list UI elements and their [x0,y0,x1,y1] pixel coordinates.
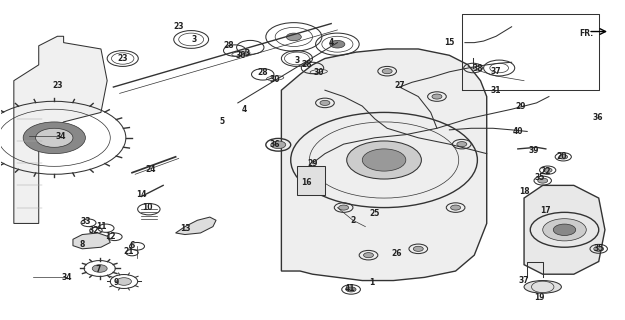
Text: 12: 12 [105,232,116,241]
Text: 29: 29 [308,159,318,168]
Circle shape [543,168,552,172]
Text: 28: 28 [301,60,312,69]
Text: 33: 33 [80,217,91,226]
Text: 41: 41 [344,284,355,293]
Text: 9: 9 [114,278,119,287]
Circle shape [339,205,349,210]
Polygon shape [524,185,605,274]
Circle shape [23,122,86,154]
Text: 5: 5 [220,117,225,126]
Text: 23: 23 [52,81,62,90]
Text: 38: 38 [472,63,482,73]
Text: 36: 36 [270,140,281,148]
Circle shape [320,100,330,105]
Circle shape [116,278,131,285]
Text: 30: 30 [314,68,324,77]
Text: FR.: FR. [579,28,593,38]
Text: 26: 26 [391,249,402,258]
Circle shape [432,94,442,99]
Text: 30: 30 [270,75,281,84]
Text: 29: 29 [516,101,526,111]
Ellipse shape [524,281,561,293]
Text: 35: 35 [534,173,545,182]
Circle shape [413,246,423,252]
Text: 31: 31 [491,86,501,95]
Text: 17: 17 [541,206,551,215]
Circle shape [347,141,421,179]
Text: 23: 23 [118,54,128,63]
Text: 37: 37 [491,67,501,76]
Text: 24: 24 [146,165,156,174]
Text: 4: 4 [241,105,247,114]
Text: 36: 36 [592,113,602,122]
Text: 3: 3 [192,35,197,44]
Text: 7: 7 [95,265,101,274]
Circle shape [542,219,586,241]
Text: 32: 32 [88,226,99,235]
Bar [297,166,325,195]
Circle shape [36,128,73,147]
Text: 40: 40 [512,127,523,136]
Polygon shape [176,217,216,235]
Text: 22: 22 [541,167,551,176]
Circle shape [559,155,568,159]
Circle shape [271,141,286,148]
Text: 15: 15 [444,38,454,47]
Text: 30: 30 [236,51,246,60]
Text: 11: 11 [96,222,106,231]
Text: 28: 28 [223,41,234,50]
Text: 20: 20 [556,152,567,161]
Text: 19: 19 [534,293,545,302]
Text: 21: 21 [124,247,134,257]
Text: 16: 16 [301,178,311,187]
Text: 4: 4 [329,38,334,47]
Circle shape [538,178,548,183]
Circle shape [364,252,374,258]
Text: 3: 3 [294,56,299,65]
Circle shape [451,205,461,210]
Text: 39: 39 [528,146,539,155]
Circle shape [346,287,356,292]
Text: 25: 25 [369,209,380,219]
Polygon shape [281,49,487,281]
Text: 6: 6 [129,241,134,250]
Circle shape [330,40,345,48]
Text: 37: 37 [519,276,529,285]
Text: 18: 18 [519,187,529,196]
Text: 8: 8 [79,240,85,249]
Circle shape [362,149,406,171]
Polygon shape [73,233,110,249]
Text: 3: 3 [244,49,250,58]
Circle shape [594,246,604,252]
Text: 13: 13 [180,224,190,233]
Circle shape [382,69,392,74]
Circle shape [92,265,107,272]
Text: 10: 10 [142,203,153,212]
Text: 34: 34 [61,273,72,282]
Polygon shape [14,36,107,223]
Circle shape [286,33,301,41]
Text: 34: 34 [55,132,66,141]
Circle shape [457,142,467,147]
Text: 1: 1 [369,278,374,287]
Text: 14: 14 [136,190,147,199]
Text: 27: 27 [394,81,405,90]
Text: 28: 28 [258,68,268,77]
Text: 2: 2 [351,216,356,225]
Circle shape [82,236,101,246]
Text: 23: 23 [174,22,184,31]
Circle shape [553,224,576,236]
Text: 35: 35 [594,244,604,253]
